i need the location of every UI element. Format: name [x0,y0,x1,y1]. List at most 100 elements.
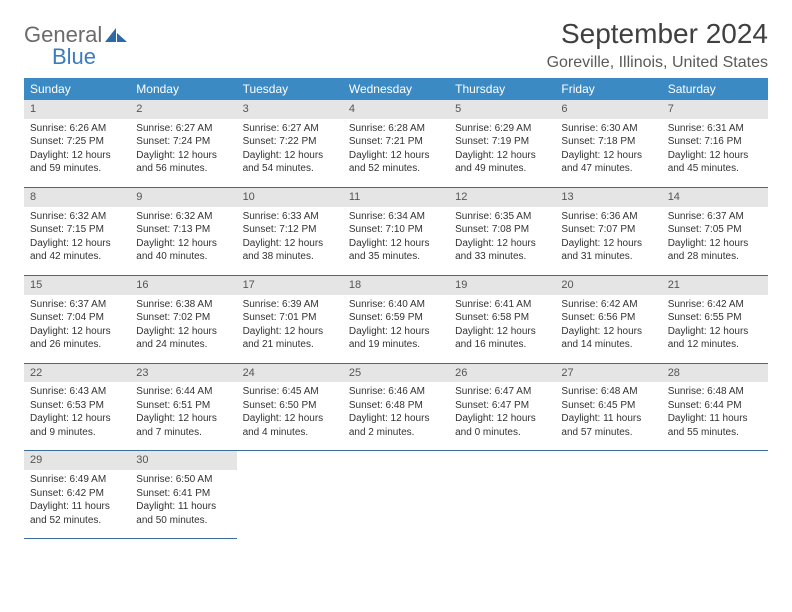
day-number: 15 [24,276,130,295]
day-cell: 13Sunrise: 6:36 AMSunset: 7:07 PMDayligh… [555,187,661,275]
day-cell: 1Sunrise: 6:26 AMSunset: 7:25 PMDaylight… [24,100,130,187]
empty-cell [449,451,555,539]
empty-cell [343,451,449,539]
day-number: 25 [343,364,449,383]
day-number: 21 [662,276,768,295]
day-number: 7 [662,100,768,119]
day-details: Sunrise: 6:48 AMSunset: 6:45 PMDaylight:… [555,382,661,450]
day-details: Sunrise: 6:46 AMSunset: 6:48 PMDaylight:… [343,382,449,450]
weekday-friday: Friday [555,78,661,100]
day-cell: 12Sunrise: 6:35 AMSunset: 7:08 PMDayligh… [449,187,555,275]
day-details: Sunrise: 6:42 AMSunset: 6:55 PMDaylight:… [662,295,768,363]
day-details: Sunrise: 6:35 AMSunset: 7:08 PMDaylight:… [449,207,555,275]
day-details: Sunrise: 6:36 AMSunset: 7:07 PMDaylight:… [555,207,661,275]
day-number: 2 [130,100,236,119]
day-number: 8 [24,188,130,207]
day-details: Sunrise: 6:50 AMSunset: 6:41 PMDaylight:… [130,470,236,538]
day-cell: 17Sunrise: 6:39 AMSunset: 7:01 PMDayligh… [237,275,343,363]
weekday-saturday: Saturday [662,78,768,100]
day-cell: 6Sunrise: 6:30 AMSunset: 7:18 PMDaylight… [555,100,661,187]
day-number: 17 [237,276,343,295]
day-cell: 5Sunrise: 6:29 AMSunset: 7:19 PMDaylight… [449,100,555,187]
day-cell: 22Sunrise: 6:43 AMSunset: 6:53 PMDayligh… [24,363,130,451]
day-number: 27 [555,364,661,383]
day-details: Sunrise: 6:44 AMSunset: 6:51 PMDaylight:… [130,382,236,450]
day-details: Sunrise: 6:27 AMSunset: 7:24 PMDaylight:… [130,119,236,187]
day-details: Sunrise: 6:41 AMSunset: 6:58 PMDaylight:… [449,295,555,363]
day-cell: 4Sunrise: 6:28 AMSunset: 7:21 PMDaylight… [343,100,449,187]
day-cell: 11Sunrise: 6:34 AMSunset: 7:10 PMDayligh… [343,187,449,275]
day-details: Sunrise: 6:48 AMSunset: 6:44 PMDaylight:… [662,382,768,450]
day-details: Sunrise: 6:28 AMSunset: 7:21 PMDaylight:… [343,119,449,187]
week-row: 22Sunrise: 6:43 AMSunset: 6:53 PMDayligh… [24,363,768,451]
day-cell: 20Sunrise: 6:42 AMSunset: 6:56 PMDayligh… [555,275,661,363]
weekday-tuesday: Tuesday [237,78,343,100]
day-number: 3 [237,100,343,119]
day-cell: 8Sunrise: 6:32 AMSunset: 7:15 PMDaylight… [24,187,130,275]
day-number: 24 [237,364,343,383]
day-details: Sunrise: 6:37 AMSunset: 7:04 PMDaylight:… [24,295,130,363]
empty-cell [237,451,343,539]
weekday-wednesday: Wednesday [343,78,449,100]
day-cell: 21Sunrise: 6:42 AMSunset: 6:55 PMDayligh… [662,275,768,363]
day-number: 30 [130,451,236,470]
title-block: September 2024 Goreville, Illinois, Unit… [547,18,768,72]
day-details: Sunrise: 6:26 AMSunset: 7:25 PMDaylight:… [24,119,130,187]
day-cell: 7Sunrise: 6:31 AMSunset: 7:16 PMDaylight… [662,100,768,187]
day-number: 4 [343,100,449,119]
day-number: 11 [343,188,449,207]
day-cell: 9Sunrise: 6:32 AMSunset: 7:13 PMDaylight… [130,187,236,275]
day-number: 20 [555,276,661,295]
logo: GeneralBlue [24,24,127,68]
day-cell: 15Sunrise: 6:37 AMSunset: 7:04 PMDayligh… [24,275,130,363]
day-number: 14 [662,188,768,207]
day-details: Sunrise: 6:29 AMSunset: 7:19 PMDaylight:… [449,119,555,187]
day-details: Sunrise: 6:47 AMSunset: 6:47 PMDaylight:… [449,382,555,450]
month-title: September 2024 [547,18,768,50]
day-cell: 16Sunrise: 6:38 AMSunset: 7:02 PMDayligh… [130,275,236,363]
day-number: 19 [449,276,555,295]
day-number: 29 [24,451,130,470]
day-cell: 30Sunrise: 6:50 AMSunset: 6:41 PMDayligh… [130,451,236,539]
weekday-header-row: SundayMondayTuesdayWednesdayThursdayFrid… [24,78,768,100]
calendar-table: SundayMondayTuesdayWednesdayThursdayFrid… [24,78,768,539]
day-number: 5 [449,100,555,119]
weekday-monday: Monday [130,78,236,100]
day-details: Sunrise: 6:34 AMSunset: 7:10 PMDaylight:… [343,207,449,275]
day-cell: 14Sunrise: 6:37 AMSunset: 7:05 PMDayligh… [662,187,768,275]
day-cell: 26Sunrise: 6:47 AMSunset: 6:47 PMDayligh… [449,363,555,451]
day-cell: 27Sunrise: 6:48 AMSunset: 6:45 PMDayligh… [555,363,661,451]
day-number: 12 [449,188,555,207]
day-details: Sunrise: 6:31 AMSunset: 7:16 PMDaylight:… [662,119,768,187]
day-cell: 28Sunrise: 6:48 AMSunset: 6:44 PMDayligh… [662,363,768,451]
week-row: 1Sunrise: 6:26 AMSunset: 7:25 PMDaylight… [24,100,768,187]
day-number: 18 [343,276,449,295]
day-number: 28 [662,364,768,383]
day-details: Sunrise: 6:39 AMSunset: 7:01 PMDaylight:… [237,295,343,363]
empty-cell [555,451,661,539]
day-number: 9 [130,188,236,207]
day-details: Sunrise: 6:42 AMSunset: 6:56 PMDaylight:… [555,295,661,363]
week-row: 15Sunrise: 6:37 AMSunset: 7:04 PMDayligh… [24,275,768,363]
day-details: Sunrise: 6:49 AMSunset: 6:42 PMDaylight:… [24,470,130,538]
day-cell: 29Sunrise: 6:49 AMSunset: 6:42 PMDayligh… [24,451,130,539]
day-number: 6 [555,100,661,119]
day-details: Sunrise: 6:32 AMSunset: 7:15 PMDaylight:… [24,207,130,275]
day-details: Sunrise: 6:30 AMSunset: 7:18 PMDaylight:… [555,119,661,187]
day-cell: 10Sunrise: 6:33 AMSunset: 7:12 PMDayligh… [237,187,343,275]
day-cell: 23Sunrise: 6:44 AMSunset: 6:51 PMDayligh… [130,363,236,451]
week-row: 8Sunrise: 6:32 AMSunset: 7:15 PMDaylight… [24,187,768,275]
header: GeneralBlue September 2024 Goreville, Il… [24,18,768,72]
day-details: Sunrise: 6:45 AMSunset: 6:50 PMDaylight:… [237,382,343,450]
weekday-sunday: Sunday [24,78,130,100]
day-cell: 3Sunrise: 6:27 AMSunset: 7:22 PMDaylight… [237,100,343,187]
empty-cell [662,451,768,539]
day-details: Sunrise: 6:40 AMSunset: 6:59 PMDaylight:… [343,295,449,363]
day-number: 10 [237,188,343,207]
day-cell: 24Sunrise: 6:45 AMSunset: 6:50 PMDayligh… [237,363,343,451]
day-number: 16 [130,276,236,295]
day-details: Sunrise: 6:43 AMSunset: 6:53 PMDaylight:… [24,382,130,450]
day-cell: 19Sunrise: 6:41 AMSunset: 6:58 PMDayligh… [449,275,555,363]
location: Goreville, Illinois, United States [547,54,768,72]
week-row: 29Sunrise: 6:49 AMSunset: 6:42 PMDayligh… [24,451,768,539]
